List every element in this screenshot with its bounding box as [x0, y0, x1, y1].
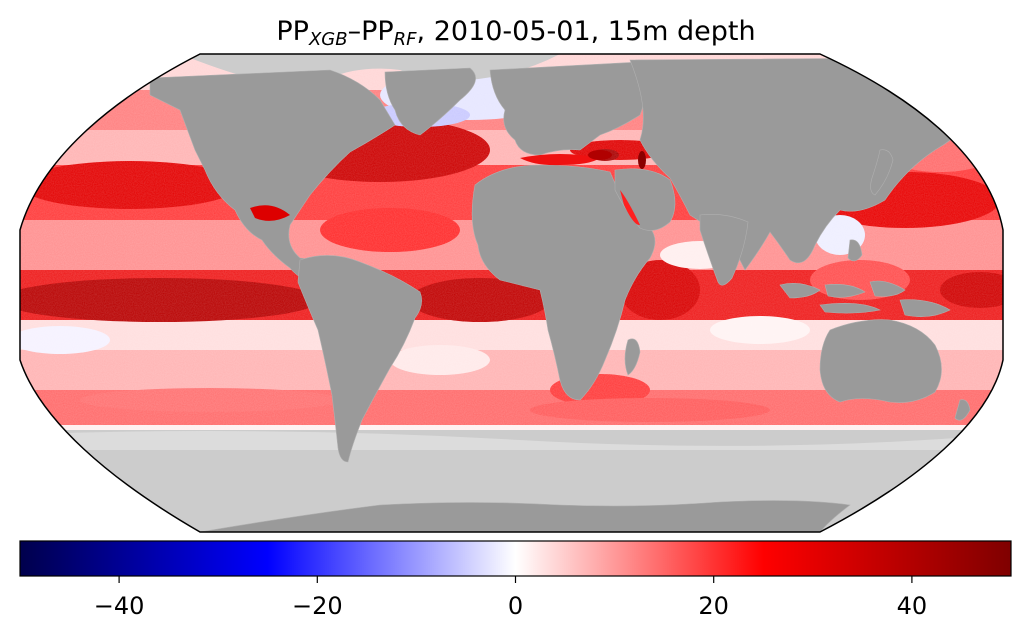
colorbar-ticks [118, 576, 913, 583]
title-rest: , 2010-05-01, 15m depth [416, 16, 756, 47]
title-dash: – [347, 16, 362, 47]
colorbar-tick-label: −20 [291, 592, 343, 620]
map-title: PPXGB–PPRF, 2010-05-01, 15m depth [0, 16, 1032, 50]
inland-seas [250, 150, 646, 226]
colorbar-tick-label: 0 [507, 592, 524, 620]
colorbar-tick-label: 20 [698, 592, 729, 620]
colorbar [19, 540, 1012, 577]
india [699, 214, 749, 286]
map-globe [20, 54, 1003, 532]
title-sub1: XGB [308, 29, 348, 50]
japan [870, 149, 894, 196]
title-pp1: PP [276, 16, 309, 47]
greenland [384, 67, 476, 136]
africa [471, 164, 656, 401]
title-sub2: RF [393, 29, 417, 50]
philippines [847, 239, 863, 262]
new-zealand [954, 399, 971, 421]
south-america [297, 255, 422, 463]
europe [489, 61, 646, 156]
indonesia [779, 280, 906, 314]
new-guinea [899, 299, 951, 317]
land-masses [149, 57, 986, 532]
madagascar [624, 338, 641, 376]
australia [819, 319, 942, 403]
antarctica [199, 500, 851, 532]
colorbar-tick-label: −40 [93, 592, 145, 620]
map-outline [19, 53, 1004, 533]
title-pp2: PP [361, 16, 394, 47]
southern-ice-edge [20, 431, 1003, 450]
colorbar-tick-label: 40 [896, 592, 928, 620]
